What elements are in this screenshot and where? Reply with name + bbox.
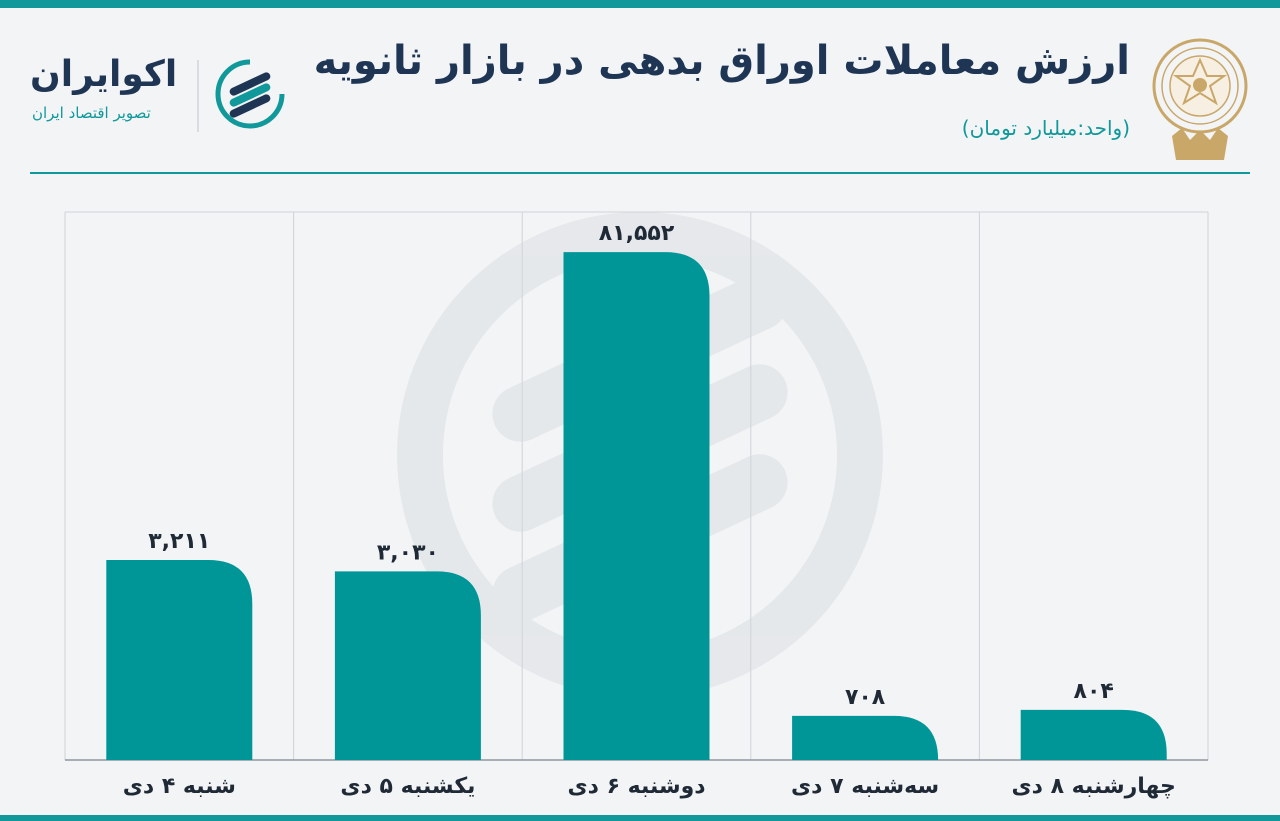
bottom-accent-band <box>0 815 1280 821</box>
top-accent-band <box>0 0 1280 8</box>
chart-unit: (واحد:میلیارد تومان) <box>961 116 1130 140</box>
bar <box>106 560 253 760</box>
data-label: ۷۰۸ <box>845 685 886 710</box>
ecoiran-logo-icon <box>215 59 285 129</box>
data-label: ۳,۲۱۱ <box>148 529 210 554</box>
brand-name: اکوایران <box>30 54 178 95</box>
header: ارزش معاملات اوراق بدهی در بازار ثانویه … <box>0 8 1280 174</box>
category-tick-label: سه‌شنبه ۷ دی <box>791 774 939 799</box>
data-label: ۸۰۴ <box>1074 679 1114 704</box>
bar <box>563 252 710 761</box>
chart-title: ارزش معاملات اوراق بدهی در بازار ثانویه <box>313 38 1130 84</box>
bar <box>334 571 481 760</box>
category-tick-label: شنبه ۴ دی <box>123 774 236 799</box>
brand-divider <box>197 60 199 132</box>
category-tick-label: چهارشنبه ۸ دی <box>1011 774 1175 799</box>
bar <box>1020 709 1167 760</box>
category-tick-label: یکشنبه ۵ دی <box>340 774 475 799</box>
brand-tagline: تصویر اقتصاد ایران <box>32 104 151 122</box>
header-rule <box>30 172 1250 174</box>
data-label: ۳,۰۳۰ <box>377 540 439 565</box>
data-label: ۸۱,۵۵۲ <box>599 221 675 246</box>
central-bank-emblem-icon <box>1152 38 1248 160</box>
category-tick-label: دوشنبه ۶ دی <box>567 774 705 799</box>
bar <box>792 715 939 760</box>
